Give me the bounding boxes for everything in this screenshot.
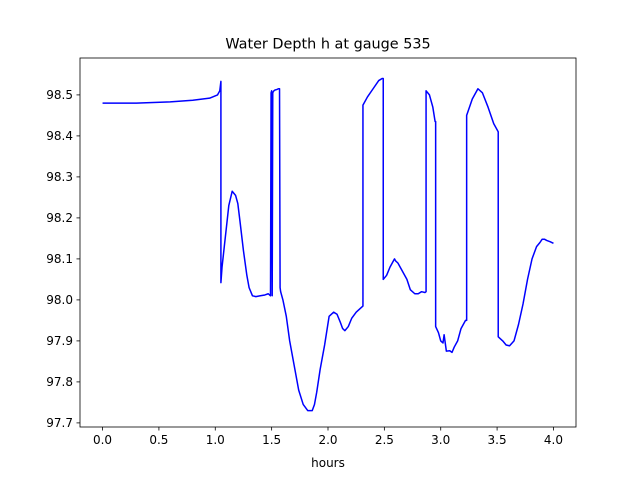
figure-background — [0, 0, 640, 480]
y-tick-label: 97.7 — [46, 416, 73, 430]
y-tick-label: 98.4 — [46, 129, 73, 143]
y-tick-label: 98.0 — [46, 293, 73, 307]
x-tick-label: 4.0 — [544, 433, 563, 447]
y-tick-label: 98.2 — [46, 211, 73, 225]
x-tick-label: 1.0 — [206, 433, 225, 447]
x-tick-label: 3.5 — [488, 433, 507, 447]
y-tick-label: 98.1 — [46, 252, 73, 266]
x-tick-label: 2.5 — [375, 433, 394, 447]
x-tick-label: 0.5 — [149, 433, 168, 447]
x-tick-label: 1.5 — [262, 433, 281, 447]
chart-title: Water Depth h at gauge 535 — [225, 37, 430, 53]
y-tick-label: 98.3 — [46, 170, 73, 184]
x-tick-label: 2.0 — [318, 433, 337, 447]
line-chart: Water Depth h at gauge 535 0.0 0.5 1.0 1.5 2… — [0, 0, 640, 480]
y-tick-label: 98.5 — [46, 88, 73, 102]
x-tick-label: 0.0 — [93, 433, 112, 447]
y-tick-label: 97.8 — [46, 375, 73, 389]
x-axis-label: hours — [311, 456, 345, 470]
y-tick-label: 97.9 — [46, 334, 73, 348]
x-tick-label: 3.0 — [431, 433, 450, 447]
